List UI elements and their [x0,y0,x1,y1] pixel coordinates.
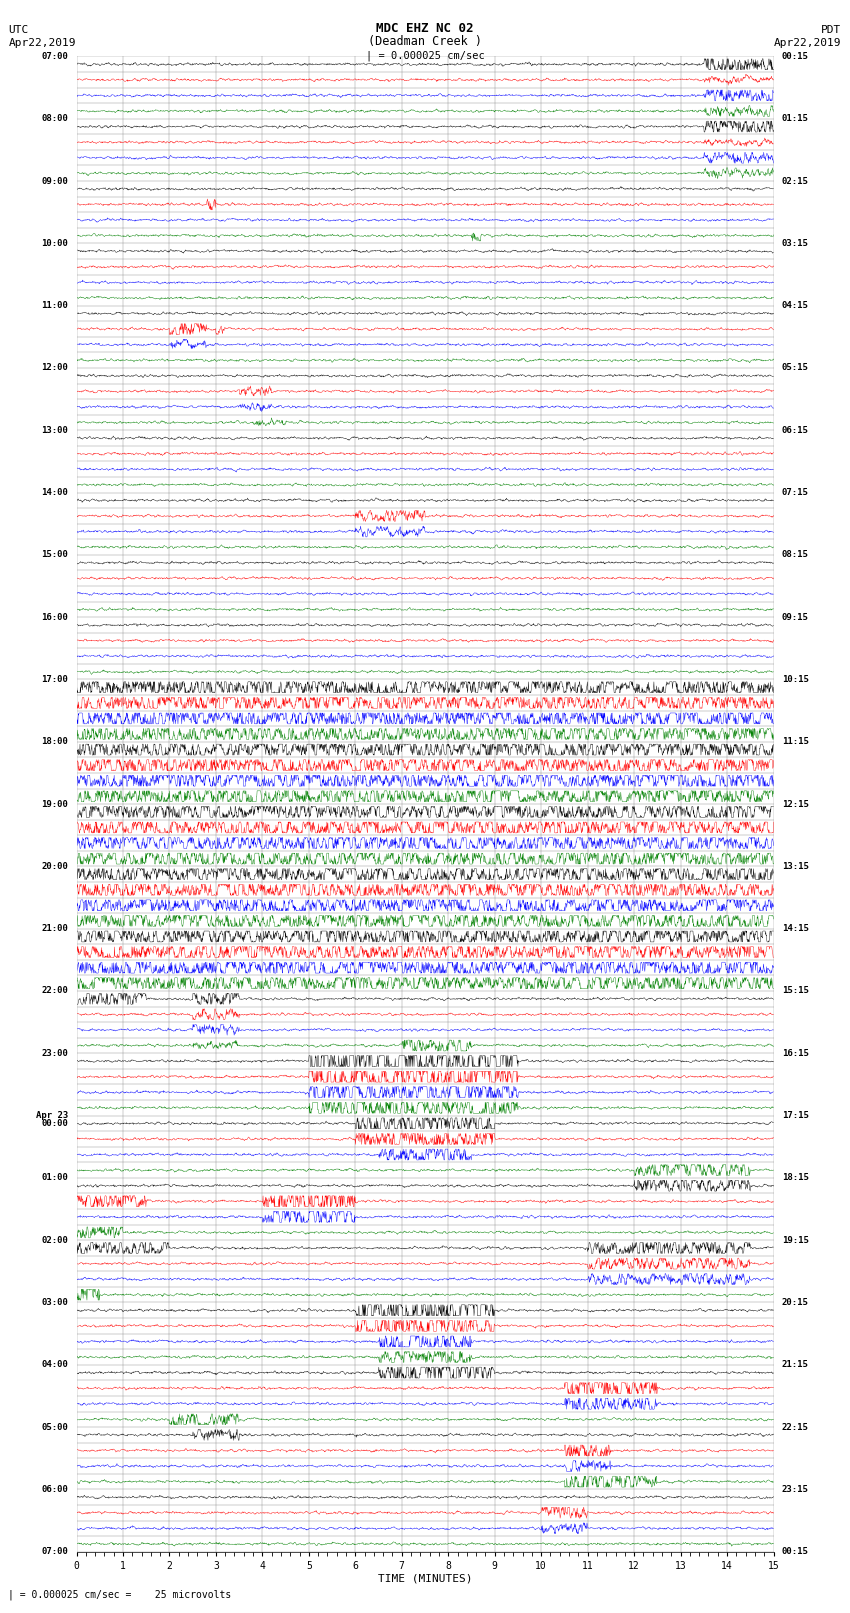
Text: 17:15: 17:15 [782,1111,808,1119]
Text: 22:00: 22:00 [42,987,68,995]
Text: 15:15: 15:15 [782,987,808,995]
Text: 16:15: 16:15 [782,1048,808,1058]
Text: 08:15: 08:15 [782,550,808,560]
Text: 05:15: 05:15 [782,363,808,373]
Text: 00:15: 00:15 [782,1547,808,1557]
Text: 01:15: 01:15 [782,115,808,123]
Text: 23:15: 23:15 [782,1486,808,1494]
Text: 06:00: 06:00 [42,1486,68,1494]
Text: 02:00: 02:00 [42,1236,68,1245]
Text: | = 0.000025 cm/sec =    25 microvolts: | = 0.000025 cm/sec = 25 microvolts [8,1589,232,1600]
Text: 04:00: 04:00 [42,1360,68,1369]
Text: 03:00: 03:00 [42,1298,68,1307]
Text: 04:15: 04:15 [782,302,808,310]
Text: 14:15: 14:15 [782,924,808,934]
Text: 06:15: 06:15 [782,426,808,436]
Text: 22:15: 22:15 [782,1423,808,1432]
Text: 12:15: 12:15 [782,800,808,808]
Text: PDT: PDT [821,26,842,35]
Text: 18:15: 18:15 [782,1173,808,1182]
Text: 09:15: 09:15 [782,613,808,621]
Text: 00:15: 00:15 [782,52,808,61]
Text: Apr 23: Apr 23 [36,1111,68,1119]
Text: 11:15: 11:15 [782,737,808,747]
Text: 07:00: 07:00 [42,52,68,61]
Text: 01:00: 01:00 [42,1173,68,1182]
Text: 13:00: 13:00 [42,426,68,436]
Text: 21:15: 21:15 [782,1360,808,1369]
Text: Apr22,2019: Apr22,2019 [774,39,842,48]
X-axis label: TIME (MINUTES): TIME (MINUTES) [377,1574,473,1584]
Text: 09:00: 09:00 [42,176,68,185]
Text: 19:00: 19:00 [42,800,68,808]
Text: 02:15: 02:15 [782,176,808,185]
Text: 07:15: 07:15 [782,489,808,497]
Text: 18:00: 18:00 [42,737,68,747]
Text: 15:00: 15:00 [42,550,68,560]
Text: 13:15: 13:15 [782,861,808,871]
Text: 03:15: 03:15 [782,239,808,248]
Text: 20:00: 20:00 [42,861,68,871]
Text: 19:15: 19:15 [782,1236,808,1245]
Text: (Deadman Creek ): (Deadman Creek ) [368,35,482,48]
Text: 05:00: 05:00 [42,1423,68,1432]
Text: Apr22,2019: Apr22,2019 [8,39,76,48]
Text: MDC EHZ NC 02: MDC EHZ NC 02 [377,23,473,35]
Text: 10:00: 10:00 [42,239,68,248]
Text: 23:00: 23:00 [42,1048,68,1058]
Text: 11:00: 11:00 [42,302,68,310]
Text: 20:15: 20:15 [782,1298,808,1307]
Text: 16:00: 16:00 [42,613,68,621]
Text: 17:00: 17:00 [42,674,68,684]
Text: | = 0.000025 cm/sec: | = 0.000025 cm/sec [366,50,484,61]
Text: 12:00: 12:00 [42,363,68,373]
Text: 14:00: 14:00 [42,489,68,497]
Text: UTC: UTC [8,26,29,35]
Text: 08:00: 08:00 [42,115,68,123]
Text: 10:15: 10:15 [782,674,808,684]
Text: 07:00: 07:00 [42,1547,68,1557]
Text: 21:00: 21:00 [42,924,68,934]
Text: 00:00: 00:00 [42,1119,68,1127]
